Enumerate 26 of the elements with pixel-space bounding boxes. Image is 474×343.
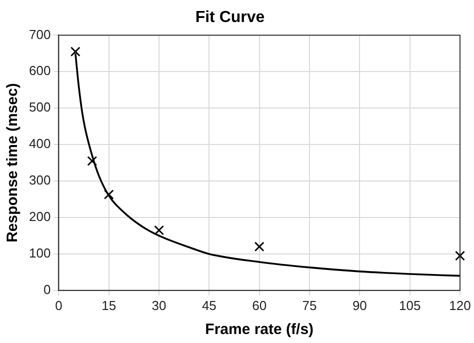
chart-title: Fit Curve [195, 9, 265, 26]
point [154, 225, 164, 236]
x-tick-label: 75 [302, 298, 317, 313]
point [87, 156, 98, 166]
x-tick-label: 45 [202, 298, 216, 313]
x-tick-label: 0 [55, 298, 62, 313]
y-tick-label: 0 [43, 282, 51, 297]
y-tick-label: 700 [28, 26, 51, 42]
y-axis-title: Response time (msec) [4, 83, 22, 242]
y-tick-label: 400 [28, 136, 51, 152]
y-tick-label: 500 [28, 100, 51, 115]
y-tick-label: 600 [28, 63, 51, 78]
x-tick-label: 90 [352, 298, 367, 313]
x-tick-label: 120 [449, 298, 471, 313]
point [70, 46, 80, 57]
x-tick-label: 60 [252, 298, 267, 313]
y-tick-label: 300 [28, 172, 51, 188]
x-tick-label: 15 [102, 298, 116, 313]
y-tick-label: 100 [28, 246, 51, 261]
y-tick-label: 200 [28, 209, 51, 224]
point [254, 242, 264, 252]
point [455, 250, 465, 261]
x-tick-label: 30 [152, 298, 166, 313]
x-tick-label: 105 [398, 298, 421, 313]
point [104, 190, 114, 200]
x-axis-title: Frame rate (f/s) [205, 321, 314, 338]
